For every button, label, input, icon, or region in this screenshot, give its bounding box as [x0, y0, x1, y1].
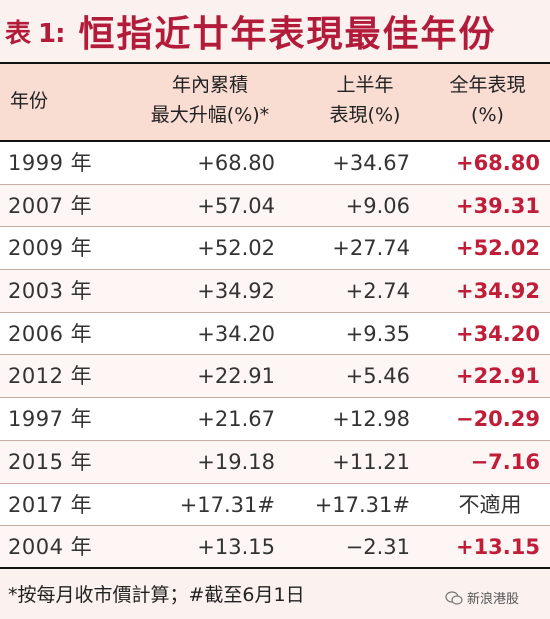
- max-gain-cell: +17.31#: [179, 492, 275, 517]
- max-gain-cell: +34.92: [197, 279, 275, 304]
- table-header: 年份 年內累積 最大升幅(%)* 上半年 表現(%) 全年表現 (%): [0, 62, 550, 142]
- first-half-cell: +34.67: [332, 151, 410, 175]
- table-row: 2009 年 +52.02 +27.74 +52.02: [0, 227, 550, 271]
- table-row: 2015 年 +19.18 +11.21 −7.16: [0, 440, 550, 484]
- max-gain-cell: +57.04: [197, 193, 275, 218]
- footnote: *按每月收市價計算；#截至6月1日: [8, 584, 305, 606]
- table-number: 表 1:: [5, 18, 66, 49]
- title-bar: 表 1: 恒指近廿年表現最佳年份: [0, 0, 550, 62]
- first-half-cell: +27.74: [332, 236, 410, 261]
- full-year-cell: +34.20: [455, 321, 540, 346]
- table-row: 1997 年 +21.67 +12.98 −20.29: [0, 398, 550, 441]
- year-cell: 1997 年: [8, 407, 93, 432]
- table-row: 2017 年 +17.31# +17.31# 不適用: [0, 483, 550, 527]
- max-gain-cell: +68.80: [197, 151, 275, 175]
- year-cell: 2003 年: [8, 279, 93, 304]
- first-half-cell: +17.31#: [314, 492, 410, 517]
- max-gain-cell: +34.20: [197, 321, 275, 346]
- wechat-icon: [445, 590, 463, 605]
- year-cell: 1999 年: [8, 151, 93, 175]
- max-gain-cell: +22.91: [197, 364, 275, 389]
- header-full-year: 全年表現 (%): [449, 74, 526, 126]
- first-half-cell: +9.06: [345, 193, 410, 218]
- full-year-cell: +22.91: [455, 364, 540, 389]
- max-gain-cell: +13.15: [197, 535, 275, 560]
- full-year-cell: +52.02: [455, 236, 540, 261]
- page-title: 恒指近廿年表現最佳年份: [78, 14, 497, 55]
- first-half-cell: +12.98: [332, 407, 410, 432]
- year-cell: 2012 年: [8, 364, 93, 389]
- first-half-cell: +2.74: [345, 279, 410, 304]
- table-row: 2003 年 +34.92 +2.74 +34.92: [0, 270, 550, 313]
- full-year-cell: −7.16: [470, 449, 540, 474]
- max-gain-cell: +21.67: [197, 407, 275, 432]
- source-watermark: 新浪港股: [445, 588, 519, 607]
- source-name: 新浪港股: [467, 592, 520, 607]
- header-first-half: 上半年 表現(%): [329, 74, 401, 126]
- year-cell: 2015 年: [8, 449, 93, 474]
- full-year-cell: 不適用: [458, 492, 522, 517]
- header-max-gain: 年內累積 最大升幅(%)*: [150, 74, 270, 126]
- table-row: 2012 年 +22.91 +5.46 +22.91: [0, 355, 550, 399]
- full-year-cell: −20.29: [455, 407, 540, 432]
- table-body: 1999 年 +68.80 +34.67 +68.80 2007 年 +57.0…: [0, 142, 550, 569]
- year-cell: 2004 年: [8, 535, 93, 560]
- full-year-cell: +34.92: [455, 279, 540, 304]
- table-row: 2006 年 +34.20 +9.35 +34.20: [0, 312, 550, 356]
- full-year-cell: +13.15: [455, 535, 540, 560]
- header-year: 年份: [10, 90, 49, 112]
- max-gain-cell: +52.02: [197, 236, 275, 261]
- year-cell: 2009 年: [8, 236, 93, 261]
- full-year-cell: +39.31: [455, 193, 540, 218]
- year-cell: 2006 年: [8, 321, 93, 346]
- year-cell: 2017 年: [8, 492, 93, 517]
- max-gain-cell: +19.18: [197, 449, 275, 474]
- first-half-cell: +11.21: [332, 449, 410, 474]
- first-half-cell: +9.35: [345, 321, 410, 346]
- year-cell: 2007 年: [8, 193, 93, 218]
- full-year-cell: +68.80: [455, 151, 540, 175]
- table-row: 2004 年 +13.15 −2.31 +13.15: [0, 526, 550, 569]
- table-row: 1999 年 +68.80 +34.67 +68.80: [0, 142, 550, 185]
- first-half-cell: −2.31: [345, 535, 410, 560]
- table-row: 2007 年 +57.04 +9.06 +39.31: [0, 184, 550, 228]
- first-half-cell: +5.46: [345, 364, 410, 389]
